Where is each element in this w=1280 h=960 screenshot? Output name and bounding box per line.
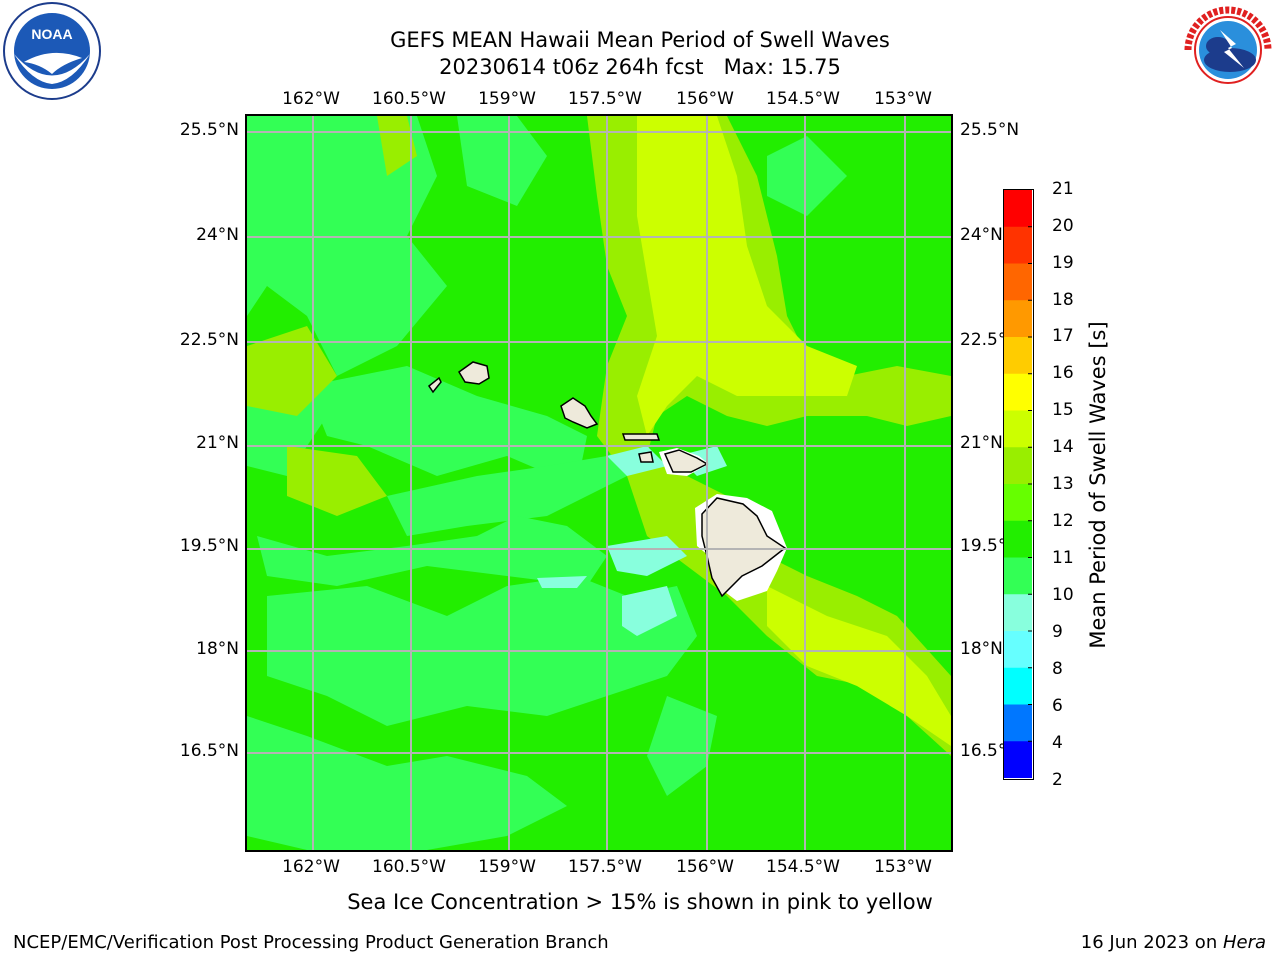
colorbar-swatches [1004, 190, 1032, 779]
colorbar-swatch [1004, 667, 1032, 705]
colorbar-swatch [1004, 447, 1032, 485]
colorbar-tick: 15 [1052, 400, 1074, 420]
noaa-logo: NOAA [3, 2, 101, 100]
colorbar-swatch [1004, 300, 1032, 338]
colorbar-tick: 17 [1052, 326, 1074, 346]
colorbar-swatch [1004, 263, 1032, 301]
lon-tick-bottom: 157.5°W [568, 857, 642, 877]
lon-tick-bottom: 156°W [676, 857, 734, 877]
colorbar-tick: 20 [1052, 216, 1074, 236]
title-line-1: GEFS MEAN Hawaii Mean Period of Swell Wa… [390, 28, 890, 52]
lat-tick-left: 21°N [196, 433, 239, 453]
lon-tick-top: 157.5°W [568, 89, 642, 109]
colorbar-tick: 14 [1052, 437, 1074, 457]
lat-tick-right: 24°N [960, 225, 1003, 245]
footer-date: 16 Jun 2023 on Hera [1081, 932, 1266, 953]
island-kauai [458, 361, 490, 385]
colorbar-tick: 9 [1052, 622, 1063, 642]
lat-tick-right: 16.5° [960, 741, 1007, 761]
colorbar-swatch [1004, 741, 1032, 779]
lon-tick-bottom: 160.5°W [372, 857, 446, 877]
map-gridlines [247, 116, 951, 850]
colorbar-swatch [1004, 631, 1032, 669]
island-molokai [621, 433, 661, 441]
lat-tick-left: 18°N [196, 639, 239, 659]
island-niihau [427, 376, 442, 394]
nws-logo [1182, 4, 1274, 96]
colorbar-swatch [1004, 484, 1032, 522]
colorbar-swatch [1004, 410, 1032, 448]
colorbar-tick: 21 [1052, 179, 1074, 199]
swell-period-map [245, 114, 953, 852]
colorbar-swatch [1004, 373, 1032, 411]
hawaiian-islands [427, 361, 787, 601]
lat-tick-right: 25.5°N [960, 120, 1020, 140]
colorbar-swatch [1004, 704, 1032, 742]
lon-tick-top: 162°W [282, 89, 340, 109]
lon-tick-bottom: 159°W [478, 857, 536, 877]
lat-tick-left: 24°N [196, 225, 239, 245]
island-lanai [638, 451, 654, 463]
colorbar-tick: 4 [1052, 733, 1063, 753]
lat-tick-right: 21°N [960, 433, 1003, 453]
colorbar-swatch [1004, 190, 1032, 228]
island-oahu [560, 397, 599, 429]
colorbar-tick: 11 [1052, 548, 1074, 568]
lat-tick-left: 22.5°N [179, 330, 239, 350]
colorbar-tick: 12 [1052, 511, 1074, 531]
colorbar-tick: 19 [1052, 253, 1074, 273]
map-canvas [247, 116, 951, 850]
colorbar-tick: 16 [1052, 363, 1074, 383]
chart-title: GEFS MEAN Hawaii Mean Period of Swell Wa… [0, 27, 1280, 81]
colorbar-tick: 13 [1052, 474, 1074, 494]
colorbar-swatch [1004, 520, 1032, 558]
footer-host: Hera [1222, 932, 1266, 953]
lon-tick-bottom: 162°W [282, 857, 340, 877]
colorbar-swatch [1004, 226, 1032, 264]
lon-tick-bottom: 154.5°W [766, 857, 840, 877]
lat-tick-left: 19.5°N [179, 536, 239, 556]
colorbar-tick: 2 [1052, 770, 1063, 790]
footer-date-text: 16 Jun 2023 on [1080, 932, 1223, 953]
lon-tick-top: 160.5°W [372, 89, 446, 109]
lon-tick-top: 154.5°W [766, 89, 840, 109]
colorbar [1003, 189, 1034, 780]
lat-tick-left: 25.5°N [179, 120, 239, 140]
colorbar-swatch [1004, 594, 1032, 632]
lat-tick-right: 19.5° [960, 536, 1007, 556]
lat-tick-left: 16.5°N [179, 741, 239, 761]
colorbar-swatch [1004, 337, 1032, 375]
svg-text:NOAA: NOAA [31, 26, 72, 42]
colorbar-title: Mean Period of Swell Waves [s] [1086, 321, 1110, 649]
colorbar-tick: 10 [1052, 585, 1074, 605]
lat-tick-right: 22.5° [960, 330, 1007, 350]
sea-ice-caption: Sea Ice Concentration > 15% is shown in … [347, 890, 933, 914]
colorbar-tick: 6 [1052, 696, 1063, 716]
lon-tick-top: 153°W [874, 89, 932, 109]
lon-tick-top: 159°W [478, 89, 536, 109]
lon-tick-top: 156°W [676, 89, 734, 109]
colorbar-swatch [1004, 557, 1032, 595]
colorbar-tick: 8 [1052, 659, 1063, 679]
lat-tick-right: 18°N [960, 639, 1003, 659]
colorbar-tick: 18 [1052, 290, 1074, 310]
lon-tick-bottom: 153°W [874, 857, 932, 877]
footer-branch: NCEP/EMC/Verification Post Processing Pr… [13, 932, 609, 953]
title-line-2: 20230614 t06z 264h fcst Max: 15.75 [439, 55, 841, 79]
